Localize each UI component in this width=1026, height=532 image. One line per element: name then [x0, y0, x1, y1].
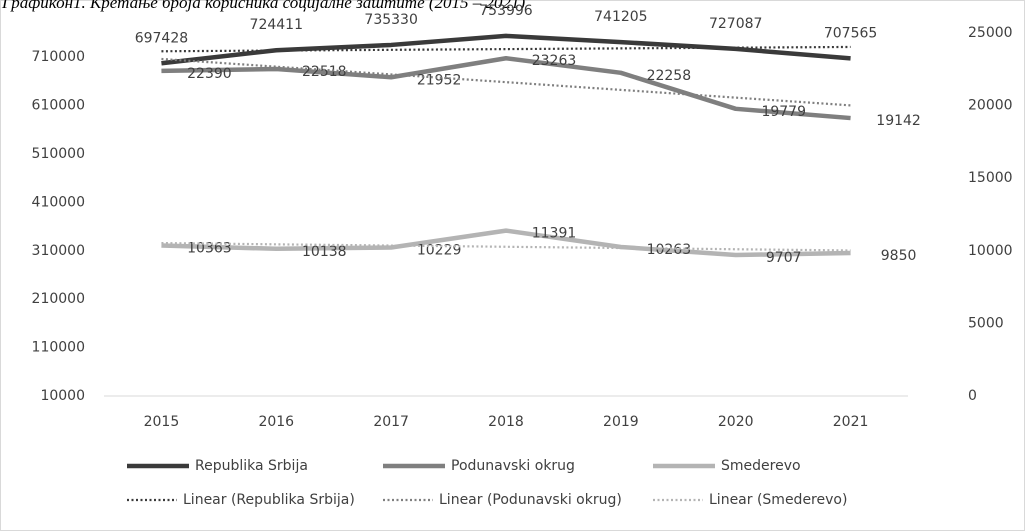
x-tick-label: 2016 [258, 414, 294, 430]
y-tick-label: 710000 [32, 49, 85, 65]
y-tick-label: 410000 [32, 194, 85, 210]
y2-tick-label: 0 [968, 388, 977, 404]
x-tick-label: 2019 [603, 414, 639, 430]
data-label: 735330 [364, 12, 417, 28]
legend-label: Republika Srbija [195, 458, 308, 474]
data-label: 697428 [135, 30, 188, 46]
data-label: 727087 [709, 16, 762, 32]
x-tick-label: 2017 [373, 414, 409, 430]
y-tick-label: 110000 [32, 340, 85, 356]
data-label: 9850 [881, 248, 917, 264]
series-line [161, 55, 851, 121]
y2-tick-label: 20000 [968, 98, 1013, 114]
y2-tick-label: 5000 [968, 315, 1004, 331]
data-label: 741205 [594, 9, 647, 25]
x-tick-label: 2020 [718, 414, 754, 430]
data-label: 21952 [417, 72, 462, 88]
series-line [161, 228, 851, 258]
data-label: 9707 [766, 250, 802, 266]
y-tick-label: 310000 [32, 243, 85, 259]
data-label: 22518 [302, 64, 347, 80]
legend-label: Linear (Podunavski okrug) [439, 492, 622, 508]
y-tick-label: 210000 [32, 291, 85, 307]
data-label: 753996 [479, 3, 533, 19]
x-tick-label: 2018 [488, 414, 524, 430]
legend-label: Linear (Republika Srbija) [183, 492, 355, 508]
series-line [161, 33, 851, 66]
y2-tick-label: 25000 [968, 25, 1013, 41]
y-tick-label: 610000 [32, 98, 85, 114]
data-label: 22390 [187, 66, 232, 82]
data-label: 19142 [876, 113, 921, 129]
data-label: 19779 [761, 104, 806, 120]
legend-label: Podunavski okrug [451, 458, 575, 474]
data-label: 10138 [302, 244, 347, 260]
data-label: 707565 [824, 25, 877, 41]
legend-label: Linear (Smederevo) [709, 492, 847, 508]
data-label: 724411 [250, 17, 303, 33]
data-label: 23263 [532, 53, 577, 69]
y-tick-label: 510000 [32, 146, 85, 162]
data-label: 22258 [647, 68, 692, 84]
data-label: 10263 [647, 242, 692, 258]
x-tick-label: 2015 [144, 414, 180, 430]
chart-title: Графикон1. Кретање броја корисника социј… [1, 0, 526, 12]
x-tick-label: 2021 [833, 414, 869, 430]
legend-label: Smederevo [721, 458, 801, 474]
data-label: 11391 [532, 226, 577, 242]
y2-tick-label: 10000 [968, 243, 1013, 259]
y-tick-label: 10000 [40, 388, 85, 404]
y2-tick-label: 15000 [968, 170, 1013, 186]
